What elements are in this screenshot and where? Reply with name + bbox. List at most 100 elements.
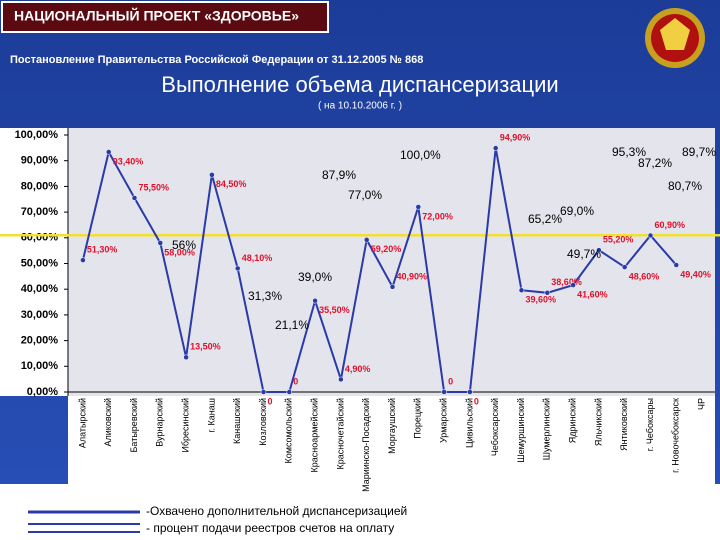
annotation: 100,0% xyxy=(400,148,441,162)
data-label: 35,50% xyxy=(319,305,350,315)
y-tick-label: 10,00% xyxy=(21,360,59,372)
data-label: 93,40% xyxy=(113,156,144,166)
data-label: 51,30% xyxy=(87,245,118,255)
data-point xyxy=(415,204,422,210)
data-label: 0 xyxy=(268,396,273,406)
data-point xyxy=(570,282,576,288)
x-label-area xyxy=(68,396,715,484)
x-tick-label: Вурнарский xyxy=(155,398,165,447)
y-tick-label: 100,00% xyxy=(15,129,59,141)
annotation: 31,3% xyxy=(248,289,282,303)
data-label: 48,60% xyxy=(629,271,660,281)
data-point xyxy=(338,376,344,383)
data-point xyxy=(157,240,164,246)
data-point xyxy=(312,298,318,304)
y-tick-label: 30,00% xyxy=(21,309,59,321)
y-tick-label: 60,00% xyxy=(21,232,59,244)
x-tick-label: Чебоксарский xyxy=(490,398,500,456)
annotation: 21,1% xyxy=(275,318,309,332)
decree: Постановление Правительства Российской Ф… xyxy=(10,54,423,66)
x-tick-label: Урмарский xyxy=(438,398,448,443)
data-label: 59,20% xyxy=(371,244,402,254)
x-tick-label: Мариинско-Посадский xyxy=(361,398,371,492)
data-label: 0 xyxy=(293,376,298,386)
y-tick-label: 0,00% xyxy=(27,386,58,398)
data-point xyxy=(621,264,628,270)
x-tick-label: Порецкий xyxy=(413,398,423,439)
legend-swatches xyxy=(28,510,140,533)
data-line xyxy=(81,147,678,393)
y-tick-label: 70,00% xyxy=(21,206,59,218)
y-tick-label: 40,00% xyxy=(21,283,59,295)
data-label: 13,50% xyxy=(190,342,221,352)
x-tick-label: г. Новочебоксарск xyxy=(671,398,681,473)
x-tick-label: Яльчикский xyxy=(593,398,603,446)
x-tick-label: Красночетайский xyxy=(335,398,345,469)
x-tick-label: Алатырский xyxy=(77,398,87,448)
x-tick-label: г. Канаш xyxy=(206,398,216,433)
y-tick-label: 50,00% xyxy=(21,257,59,269)
annotation: 49,7% xyxy=(567,247,601,261)
x-tick-label: Шумерлинский xyxy=(542,398,552,460)
chart-subtitle: ( на 10.10.2006 г. ) xyxy=(318,101,402,112)
annotation: 65,2% xyxy=(528,212,562,226)
data-point xyxy=(544,290,551,296)
x-tick-label: ЧР xyxy=(696,398,706,410)
data-point xyxy=(673,262,680,268)
x-tick-label: Ибресинский xyxy=(180,398,190,453)
data-point xyxy=(596,247,602,253)
x-tick-label: г. Чебоксары xyxy=(645,398,655,451)
x-tick-label: Янтиковский xyxy=(619,398,629,451)
badge-box xyxy=(1,1,329,33)
annotation: 87,9% xyxy=(322,168,356,182)
data-point xyxy=(389,284,396,290)
annotation: 80,7% xyxy=(668,179,702,193)
data-point xyxy=(441,389,447,395)
data-label: 38,60% xyxy=(551,277,582,287)
data-label: 39,60% xyxy=(526,295,557,305)
data-point xyxy=(183,354,189,361)
annotation: 69,0% xyxy=(560,204,594,218)
x-tick-label: Комсомольский xyxy=(284,398,294,463)
data-point xyxy=(647,232,654,239)
annotation: 56% xyxy=(172,238,196,252)
x-tick-label: Моргаушский xyxy=(387,398,397,454)
data-label: 94,90% xyxy=(500,132,531,142)
data-point xyxy=(467,389,473,395)
data-label: 0 xyxy=(474,396,479,406)
x-tick-label: Ядринский xyxy=(567,398,577,443)
data-point xyxy=(286,389,293,395)
data-label: 75,50% xyxy=(139,182,170,192)
data-point xyxy=(105,149,112,155)
data-point xyxy=(131,195,138,201)
x-tick-label: Аликовский xyxy=(103,398,113,447)
data-point xyxy=(363,237,370,243)
annotation: 39,0% xyxy=(298,270,332,284)
chart-title: Выполнение объема диспансеризации xyxy=(161,72,558,97)
legend-label: -Охвачено дополнительной диспансеризацие… xyxy=(146,504,407,518)
data-label: 60,90% xyxy=(655,220,686,230)
data-label: 0 xyxy=(448,376,453,386)
data-point xyxy=(492,145,499,151)
data-label: 4,90% xyxy=(345,364,371,374)
plot-area xyxy=(68,128,715,396)
data-label: 40,90% xyxy=(397,271,428,281)
x-tick-label: Канашский xyxy=(232,398,242,444)
data-label: 55,20% xyxy=(603,235,634,245)
y-tick-label: 20,00% xyxy=(21,335,59,347)
data-point xyxy=(234,265,241,272)
y-tick-label: 90,00% xyxy=(21,155,59,167)
legend-label: - процент подачи реестров счетов на опла… xyxy=(146,521,394,535)
annotation: 89,7% xyxy=(682,145,716,159)
x-tick-label: Козловский xyxy=(258,398,268,446)
data-label: 72,00% xyxy=(422,211,453,221)
axis-area xyxy=(0,128,68,396)
annotation: 95,3% xyxy=(612,145,646,159)
data-label: 84,50% xyxy=(216,179,247,189)
data-label: 49,40% xyxy=(680,269,711,279)
data-label: 41,60% xyxy=(577,289,608,299)
annotation: 87,2% xyxy=(638,156,672,170)
badge: НАЦИОНАЛЬНЫЙ ПРОЕКТ «ЗДОРОВЬЕ» xyxy=(14,7,299,24)
data-point xyxy=(518,287,525,293)
